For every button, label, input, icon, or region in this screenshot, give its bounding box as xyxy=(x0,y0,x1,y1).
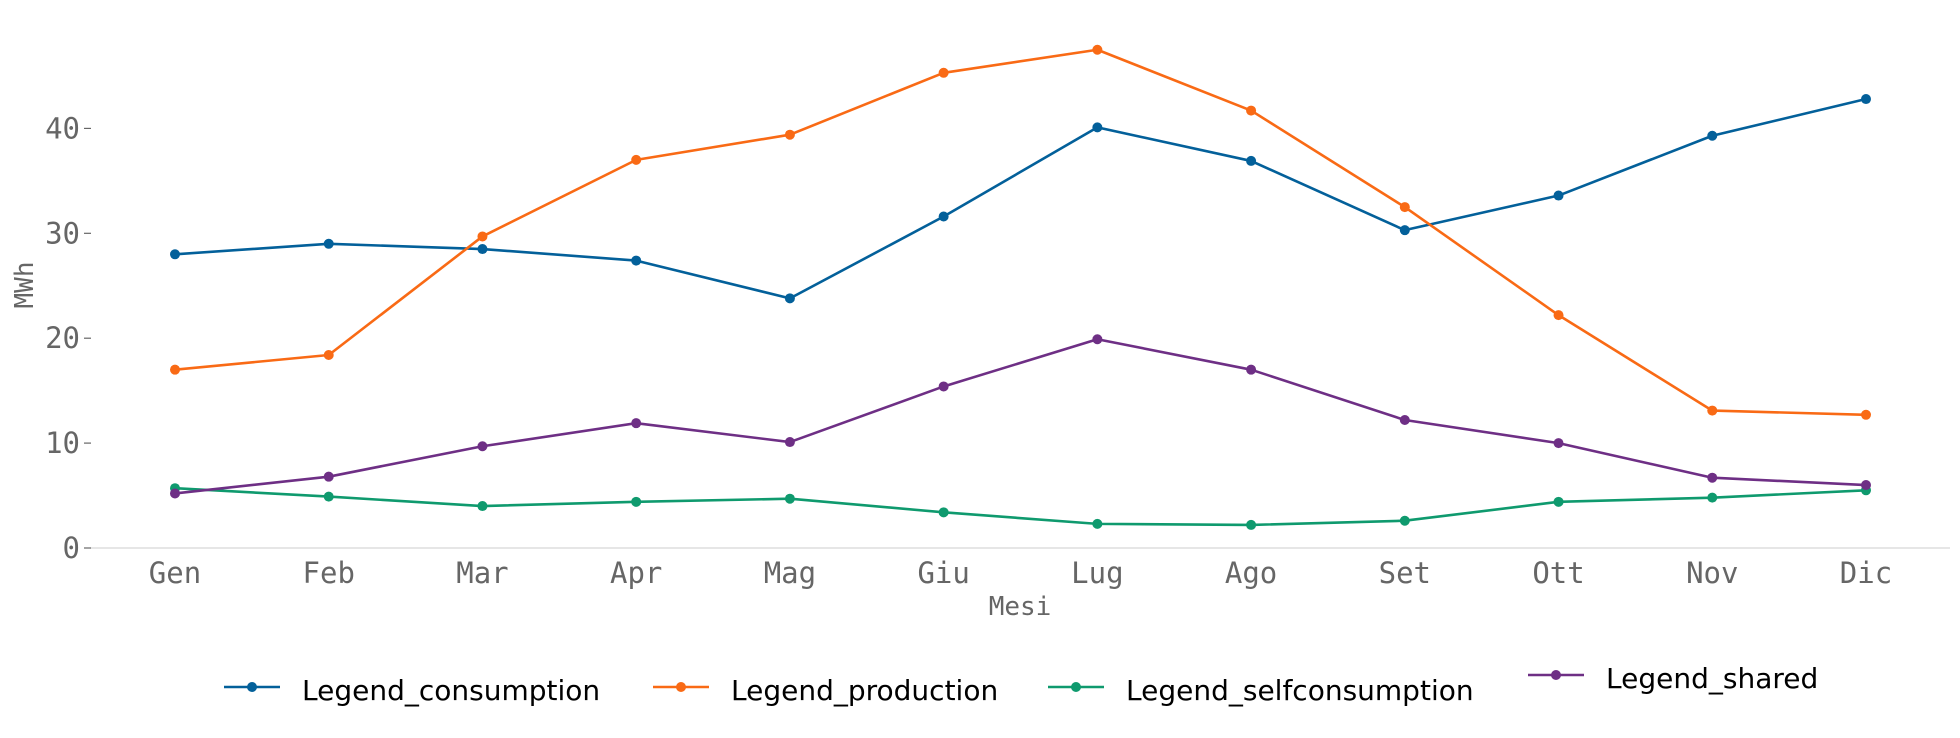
data-point xyxy=(1092,334,1103,345)
legend-item: Legend_selfconsumption xyxy=(1048,674,1474,707)
data-point xyxy=(631,154,642,165)
y-tick-label: 30 xyxy=(45,216,80,250)
legend-marker xyxy=(1071,682,1081,692)
x-tick-label: Feb xyxy=(303,556,355,590)
series-line xyxy=(174,486,1867,527)
y-axis-ticks: 0 10 20 30 40 xyxy=(45,111,91,565)
y-axis-title: MWh xyxy=(10,262,40,309)
legend-item: Legend_production xyxy=(653,674,998,707)
data-point xyxy=(1553,496,1564,507)
y-tick-label: 10 xyxy=(45,426,80,460)
legend-item: Legend_consumption xyxy=(224,674,600,707)
data-point xyxy=(1707,130,1718,141)
x-tick-label: Ott xyxy=(1532,556,1584,590)
series-Legend_selfconsumption xyxy=(170,483,1871,530)
data-point xyxy=(323,491,334,502)
data-point xyxy=(784,293,795,304)
data-point xyxy=(1861,480,1871,491)
data-point xyxy=(1092,518,1103,529)
data-point xyxy=(1707,405,1718,416)
data-point xyxy=(1246,519,1257,530)
legend-marker xyxy=(676,682,686,692)
data-point xyxy=(1246,364,1257,375)
series-line xyxy=(174,48,1867,417)
x-axis-title: Mesi xyxy=(989,592,1052,622)
data-point xyxy=(784,493,795,504)
legend-item: Legend_shared xyxy=(1528,662,1818,695)
data-point xyxy=(477,244,488,255)
x-tick-label: Gen xyxy=(149,556,201,590)
data-point xyxy=(1553,310,1564,321)
x-tick-label: Nov xyxy=(1686,556,1738,590)
data-point xyxy=(477,231,488,242)
y-tick-label: 20 xyxy=(45,321,80,355)
data-point xyxy=(1246,105,1257,116)
data-point xyxy=(1707,472,1718,483)
data-point xyxy=(1399,202,1410,213)
x-tick-label: Ago xyxy=(1225,556,1277,590)
legend-label: Legend_production xyxy=(731,674,998,707)
data-point xyxy=(170,488,180,499)
series-Legend_production xyxy=(170,44,1871,420)
data-point xyxy=(170,364,180,375)
legend-label: Legend_selfconsumption xyxy=(1126,674,1474,707)
legend-label: Legend_shared xyxy=(1606,662,1818,695)
data-point xyxy=(1399,415,1410,426)
data-point xyxy=(1553,438,1564,449)
legend-marker xyxy=(1551,670,1561,680)
data-point xyxy=(938,381,949,392)
data-point xyxy=(1092,122,1103,133)
data-point xyxy=(1246,155,1257,166)
data-point xyxy=(1861,94,1871,105)
data-point xyxy=(784,437,795,448)
y-tick-label: 0 xyxy=(63,531,80,565)
data-point xyxy=(784,129,795,140)
data-point xyxy=(170,249,180,260)
data-point xyxy=(477,441,488,452)
data-point xyxy=(1861,409,1871,420)
legend-label: Legend_consumption xyxy=(302,674,600,707)
x-tick-label: Apr xyxy=(610,556,662,590)
x-tick-label: Set xyxy=(1379,556,1431,590)
x-tick-label: Giu xyxy=(917,556,969,590)
data-point xyxy=(938,67,949,78)
data-point xyxy=(323,349,334,360)
data-point xyxy=(1399,515,1410,526)
x-tick-label: Dic xyxy=(1840,556,1892,590)
legend: Legend_consumption Legend_production Legen… xyxy=(224,662,1818,707)
data-point xyxy=(1399,225,1410,236)
x-tick-label: Lug xyxy=(1071,556,1123,590)
x-tick-label: Mar xyxy=(456,556,508,590)
data-point xyxy=(323,471,334,482)
legend-marker xyxy=(247,682,257,692)
x-axis-ticks: Gen Feb Mar Apr Mag Giu Lug Ago Set Ott Nov Dic xyxy=(149,556,1892,590)
series-Legend_shared xyxy=(170,334,1871,499)
data-point xyxy=(1707,492,1718,503)
series-Legend_consumption xyxy=(170,94,1871,304)
data-point xyxy=(938,211,949,222)
series-line xyxy=(174,97,1867,300)
data-point xyxy=(631,496,642,507)
data-point xyxy=(631,418,642,429)
y-tick-label: 40 xyxy=(45,111,80,145)
data-point xyxy=(323,238,334,249)
data-point xyxy=(631,255,642,266)
series-lines xyxy=(170,44,1871,530)
data-point xyxy=(938,507,949,518)
data-point xyxy=(1092,44,1103,55)
series-line xyxy=(174,337,1867,495)
data-point xyxy=(1553,190,1564,201)
x-tick-label: Mag xyxy=(764,556,816,590)
data-point xyxy=(477,501,488,512)
